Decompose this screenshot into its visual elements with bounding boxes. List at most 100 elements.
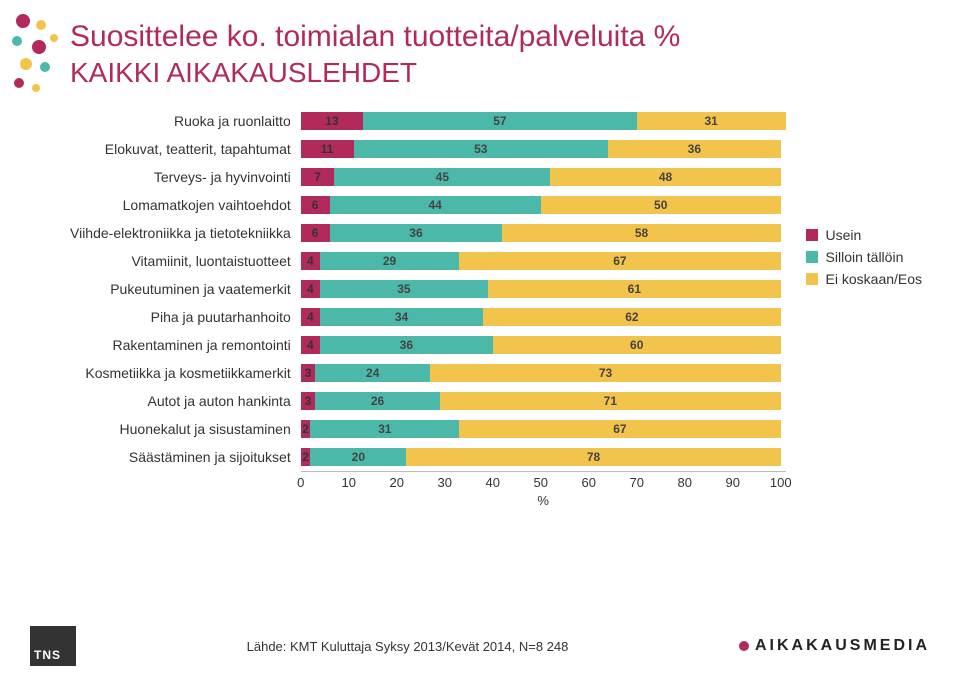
bar-segment: 3	[301, 364, 315, 382]
legend-label: Usein	[826, 227, 862, 243]
tns-logo-text: TNS	[34, 648, 61, 662]
bar-segment: 73	[430, 364, 780, 382]
bar-row: 22078	[301, 443, 786, 471]
bar-segment: 4	[301, 336, 320, 354]
bar-segment: 53	[354, 140, 608, 158]
bar-row: 32671	[301, 387, 786, 415]
bar-segment: 31	[637, 112, 786, 130]
x-tick: 90	[726, 475, 740, 490]
category-label: Rakentaminen ja remontointi	[70, 331, 301, 359]
bar-segment: 36	[320, 336, 493, 354]
dot-icon	[14, 78, 24, 88]
dot-icon	[36, 20, 46, 30]
legend-item: Usein	[806, 227, 923, 243]
category-label: Elokuvat, teatterit, tapahtumat	[70, 135, 301, 163]
legend-label: Ei koskaan/Eos	[826, 271, 923, 287]
bar-segment: 6	[301, 224, 330, 242]
x-tick: 30	[438, 475, 452, 490]
bar-row: 23167	[301, 415, 786, 443]
bar-row: 43660	[301, 331, 786, 359]
bar-segment: 58	[502, 224, 780, 242]
bar-row: 115336	[301, 135, 786, 163]
legend-label: Silloin tällöin	[826, 249, 904, 265]
bars-inner: 1357311153367454864450636584296743561434…	[301, 107, 786, 471]
bar-row: 32473	[301, 359, 786, 387]
bar-segment: 67	[459, 420, 781, 438]
bar-segment: 34	[320, 308, 483, 326]
bar-segment: 11	[301, 140, 354, 158]
footer: TNS Lähde: KMT Kuluttaja Syksy 2013/Kevä…	[0, 626, 960, 666]
bar-segment: 24	[315, 364, 430, 382]
dot-icon	[12, 36, 22, 46]
legend: Usein Silloin tällöin Ei koskaan/Eos	[806, 227, 923, 515]
bar-row: 43561	[301, 275, 786, 303]
category-labels-column: Ruoka ja ruonlaittoElokuvat, teatterit, …	[70, 107, 301, 515]
category-label: Piha ja puutarhanhoito	[70, 303, 301, 331]
x-tick: 10	[342, 475, 356, 490]
bar-segment: 50	[541, 196, 781, 214]
x-axis-line	[301, 471, 786, 472]
category-label: Autot ja auton hankinta	[70, 387, 301, 415]
legend-item: Ei koskaan/Eos	[806, 271, 923, 287]
x-axis-label: %	[537, 493, 549, 508]
bar-row: 43462	[301, 303, 786, 331]
bar-segment: 57	[363, 112, 637, 130]
category-label: Säästäminen ja sijoitukset	[70, 443, 301, 471]
bar-segment: 13	[301, 112, 363, 130]
bar-segment: 45	[334, 168, 550, 186]
bar-segment: 4	[301, 252, 320, 270]
legend-item: Silloin tällöin	[806, 249, 923, 265]
bar-segment: 71	[440, 392, 781, 410]
brand-dot	[739, 641, 749, 651]
category-label: Terveys- ja hyvinvointi	[70, 163, 301, 191]
category-label: Vitamiinit, luontaistuotteet	[70, 247, 301, 275]
x-tick: 0	[297, 475, 304, 490]
bar-segment: 78	[406, 448, 780, 466]
bar-segment: 26	[315, 392, 440, 410]
bar-segment: 36	[608, 140, 781, 158]
x-tick: 20	[390, 475, 404, 490]
bar-segment: 60	[493, 336, 781, 354]
bar-segment: 48	[550, 168, 780, 186]
bar-segment: 31	[310, 420, 459, 438]
bar-segment: 6	[301, 196, 330, 214]
bar-row: 42967	[301, 247, 786, 275]
bar-segment: 62	[483, 308, 781, 326]
x-axis: % 0102030405060708090100	[301, 475, 786, 515]
legend-swatch	[806, 273, 818, 285]
bar-row: 64450	[301, 191, 786, 219]
x-tick: 100	[770, 475, 792, 490]
bar-segment: 20	[310, 448, 406, 466]
bar-segment: 35	[320, 280, 488, 298]
legend-swatch	[806, 229, 818, 241]
decorative-dots	[6, 8, 66, 98]
dot-icon	[50, 34, 58, 42]
bar-segment: 2	[301, 420, 311, 438]
title-line-1: Suosittelee ko. toimialan tuotteita/palv…	[70, 20, 930, 55]
category-label: Huonekalut ja sisustaminen	[70, 415, 301, 443]
bar-segment: 44	[330, 196, 541, 214]
bar-row: 74548	[301, 163, 786, 191]
brand-logo: AIKAKAUSMEDIA	[739, 637, 930, 655]
tns-logo: TNS	[30, 626, 76, 666]
category-label: Viihde-elektroniikka ja tietotekniikka	[70, 219, 301, 247]
x-tick: 60	[582, 475, 596, 490]
dot-icon	[32, 84, 40, 92]
bar-segment: 67	[459, 252, 781, 270]
brand-text: AIKAKAUSMEDIA	[755, 637, 930, 654]
category-label: Pukeutuminen ja vaatemerkit	[70, 275, 301, 303]
dot-icon	[20, 58, 32, 70]
bar-segment: 29	[320, 252, 459, 270]
x-tick: 40	[486, 475, 500, 490]
source-text: Lähde: KMT Kuluttaja Syksy 2013/Kevät 20…	[247, 639, 569, 654]
bar-row: 135731	[301, 107, 786, 135]
bar-segment: 61	[488, 280, 781, 298]
dot-icon	[40, 62, 50, 72]
title-block: Suosittelee ko. toimialan tuotteita/palv…	[70, 20, 930, 89]
category-label: Kosmetiikka ja kosmetiikkamerkit	[70, 359, 301, 387]
dot-icon	[32, 40, 46, 54]
bar-row: 63658	[301, 219, 786, 247]
dot-icon	[16, 14, 30, 28]
x-tick: 50	[534, 475, 548, 490]
legend-swatch	[806, 251, 818, 263]
